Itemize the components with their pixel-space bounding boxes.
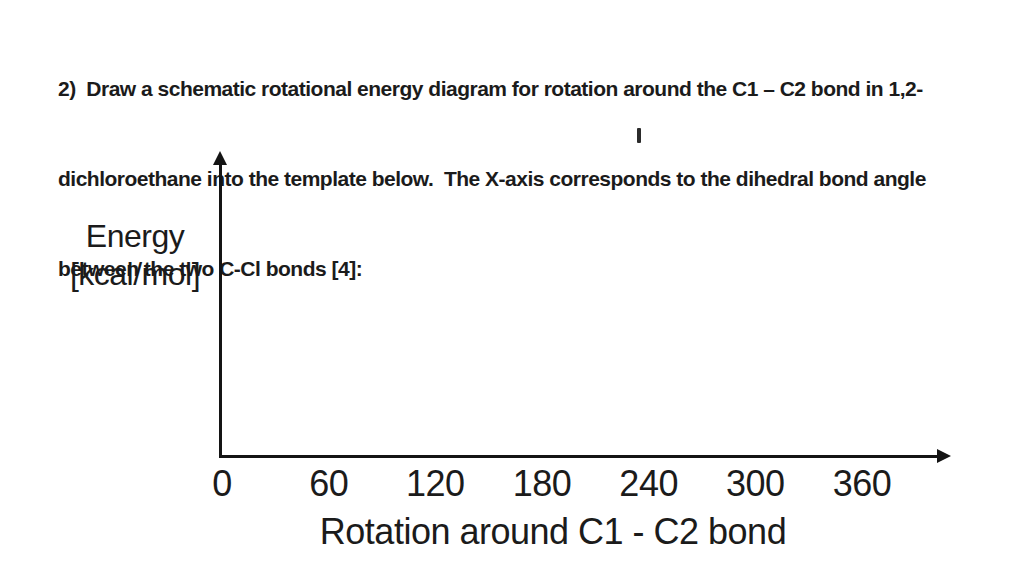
x-tick-label: 240 — [619, 466, 678, 502]
question-line-1: 2) Draw a schematic rotational energy di… — [58, 74, 926, 104]
x-tick-label: 180 — [513, 466, 572, 502]
x-axis-tick-labels: 0 60 120 180 240 300 360 — [0, 466, 1024, 506]
x-axis-line — [219, 455, 941, 458]
y-axis-line — [219, 156, 222, 456]
x-tick-label: 120 — [406, 466, 465, 502]
drawing-area[interactable] — [222, 156, 940, 455]
x-tick-label: 300 — [726, 466, 785, 502]
y-axis-title: Energy [kcal/mol] — [33, 217, 237, 293]
y-axis-title-line-1: Energy — [33, 217, 237, 255]
y-axis-arrowhead-icon — [213, 151, 227, 165]
text-cursor — [637, 128, 641, 143]
x-tick-label: 360 — [833, 466, 892, 502]
document-page: 2) Draw a schematic rotational energy di… — [0, 0, 1024, 581]
x-tick-label: 0 — [212, 466, 232, 502]
x-tick-label: 60 — [309, 466, 348, 502]
x-axis-title: Rotation around C1 - C2 bond — [253, 512, 853, 552]
y-axis-title-line-2: [kcal/mol] — [33, 255, 237, 293]
x-axis-arrowhead-icon — [937, 449, 951, 463]
